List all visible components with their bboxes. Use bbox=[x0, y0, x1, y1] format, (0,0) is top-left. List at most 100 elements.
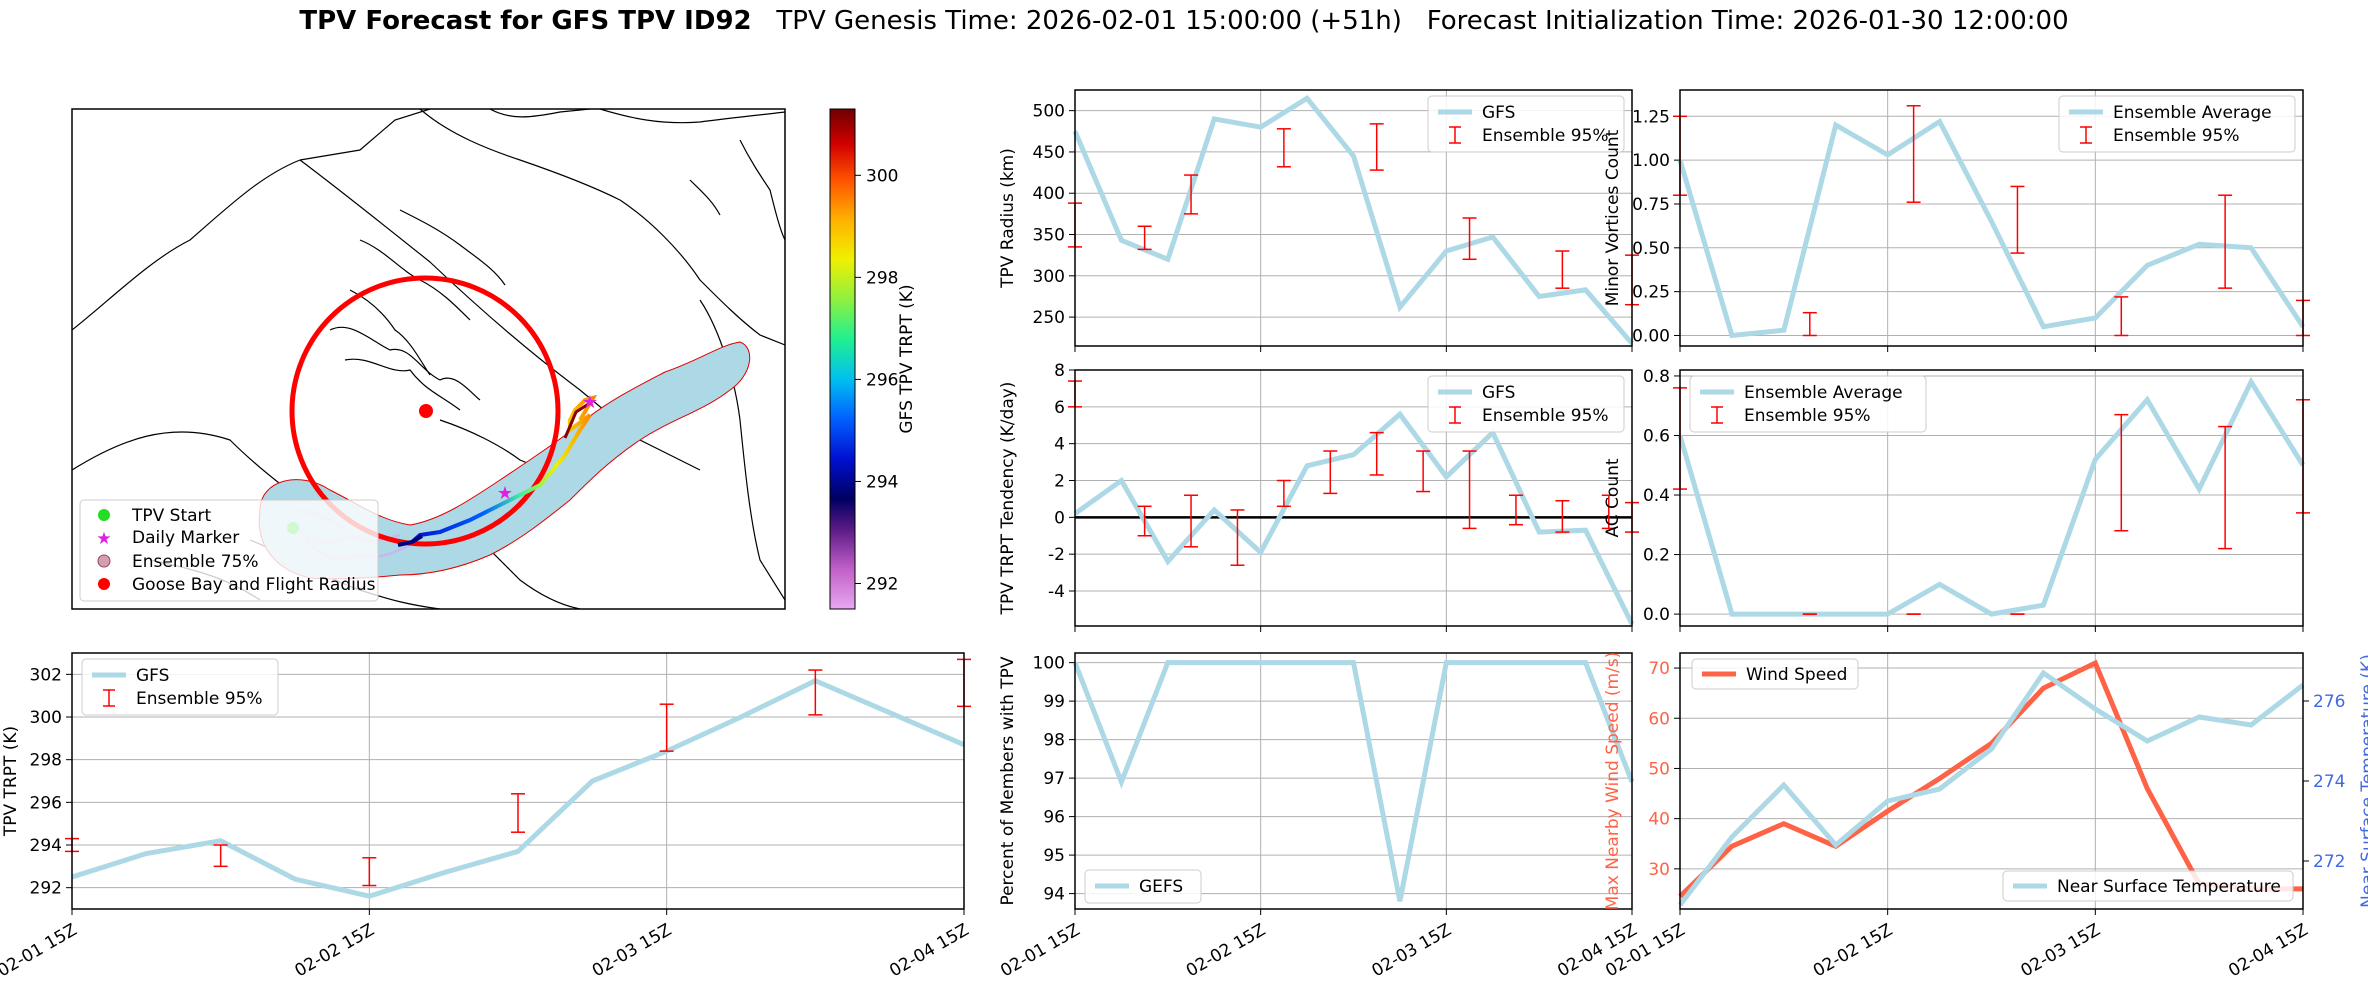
y-tick-label: 40 bbox=[1648, 810, 1670, 830]
plot-area bbox=[1680, 653, 2303, 909]
error-bar bbox=[1137, 225, 1152, 251]
x-tick-label: 02-03 15Z bbox=[1369, 920, 1455, 981]
x-tick-label: 02-02 15Z bbox=[292, 920, 378, 981]
y-axis-label: AC Count bbox=[1603, 458, 1623, 537]
colorbar: 292 294 296 298 300 GFS TPV TRPT (K) bbox=[829, 108, 917, 610]
legend-label: Wind Speed bbox=[1746, 665, 1847, 685]
legend-label: Ensemble Average bbox=[1744, 383, 1903, 403]
y-tick-label: 250 bbox=[1033, 308, 1065, 328]
error-bar bbox=[2218, 425, 2233, 550]
daily-marker: ★ bbox=[582, 392, 598, 413]
error-bar bbox=[1369, 123, 1384, 171]
y-tick-label: 350 bbox=[1033, 226, 1065, 246]
x-tick-label: 02-02 15Z bbox=[1183, 920, 1269, 981]
legend-label: Ensemble 95% bbox=[1482, 126, 1609, 146]
y-tick-label: 500 bbox=[1033, 102, 1065, 122]
series-near-surface-temperature bbox=[1678, 669, 2305, 907]
ensemble-75-swath bbox=[258, 341, 751, 580]
colorbar-gradient bbox=[829, 108, 856, 610]
y-tick-label: 292 bbox=[30, 879, 62, 899]
tpv-track-start bbox=[397, 534, 424, 547]
plot-area bbox=[1075, 653, 1632, 909]
y2-axis-label: Near Surface Temperature (K) bbox=[2358, 654, 2368, 908]
y-axis-label: TPV TRPT Tendency (K/day) bbox=[998, 382, 1018, 616]
title-init: Forecast Initialization Time: 2026-01-30… bbox=[1426, 6, 2069, 36]
y-tick-label: 294 bbox=[30, 836, 62, 856]
y-tick-label: 300 bbox=[30, 708, 62, 728]
daily-marker: ★ bbox=[497, 483, 513, 504]
axes-frame bbox=[1679, 369, 2304, 627]
y-tick-label: -4 bbox=[1048, 582, 1065, 602]
error-bar bbox=[1601, 494, 1616, 530]
y-tick-label: 99 bbox=[1043, 692, 1065, 712]
legend-errorbar-swatch bbox=[103, 689, 115, 707]
y-tick-label: 4 bbox=[1054, 435, 1065, 455]
error-bar bbox=[1184, 174, 1199, 215]
legend-label: GFS bbox=[1482, 383, 1515, 403]
x-tick-label: 02-04 15Z bbox=[2225, 920, 2311, 981]
y2-tick-label: 274 bbox=[2313, 772, 2345, 792]
map-panel: ★ ★ ★ TPV Start Daily Marker Ensemble 75… bbox=[71, 108, 786, 610]
legend-errorbar-swatch bbox=[1449, 126, 1461, 144]
y-axis-label: TPV Radius (km) bbox=[998, 148, 1018, 289]
series-gefs bbox=[1072, 660, 1635, 902]
y2-tick-label: 276 bbox=[2313, 692, 2345, 712]
chart-minor: 0.00 0.25 0.50 0.75 1.00 1.25 Ensemble Average… bbox=[1603, 89, 2310, 352]
legend-label: Ensemble Average bbox=[2113, 103, 2272, 123]
y2-tick-label: 272 bbox=[2313, 852, 2345, 872]
legend-box bbox=[2002, 870, 2294, 902]
axes-frame bbox=[1074, 89, 1633, 347]
colorbar-tick-label: 298 bbox=[866, 268, 898, 288]
y-tick-label: 2 bbox=[1054, 472, 1065, 492]
error-bar bbox=[2010, 185, 2025, 254]
y-tick-label: 450 bbox=[1033, 143, 1065, 163]
series-gfs bbox=[1072, 94, 1634, 346]
y-tick-label: 0.00 bbox=[1632, 326, 1670, 346]
series-ensemble-average bbox=[1677, 117, 2306, 339]
y-tick-label: 95 bbox=[1043, 846, 1065, 866]
error-bar bbox=[808, 669, 823, 716]
colorbar-tick-label: 296 bbox=[866, 370, 898, 390]
y-axis-label: Percent of Members with TPV bbox=[998, 656, 1018, 905]
y-tick-label: 97 bbox=[1043, 769, 1065, 789]
x-tick-label: 02-03 15Z bbox=[589, 920, 675, 981]
x-tick-label: 02-01 15Z bbox=[997, 920, 1083, 981]
chart-ac: 0.0 0.2 0.4 0.6 0.8 Ensemble Average Ensemble … bbox=[1603, 367, 2310, 632]
y-tick-label: 6 bbox=[1054, 398, 1065, 418]
error-bar bbox=[1276, 479, 1291, 508]
error-bar bbox=[1462, 217, 1477, 261]
colorbar-tick-label: 294 bbox=[866, 472, 898, 492]
y-tick-label: 0.6 bbox=[1643, 426, 1670, 446]
y-tick-label: 300 bbox=[1033, 267, 1065, 287]
error-bar bbox=[1906, 105, 1921, 203]
y-tick-label: 30 bbox=[1648, 860, 1670, 880]
y-tick-label: 1.25 bbox=[1632, 107, 1670, 127]
legend-box bbox=[1689, 375, 1927, 433]
legend-label: Ensemble 95% bbox=[2113, 126, 2240, 146]
chart-percent: 94 95 96 97 98 99 100 02-01 15Z 02-02 15Z 02-03 1… bbox=[997, 652, 1641, 981]
legend-label: Ensemble 95% bbox=[136, 689, 263, 709]
y-tick-label: 94 bbox=[1043, 885, 1065, 905]
legend-label: Ensemble 95% bbox=[1482, 406, 1609, 426]
legend-label: Daily Marker bbox=[132, 528, 239, 548]
y-tick-label: 1.00 bbox=[1632, 151, 1670, 171]
axes-frame bbox=[1679, 652, 2304, 910]
map-legend: ★ TPV Start Daily Marker Ensemble 75% Go… bbox=[79, 499, 379, 602]
legend-goose-bay-icon bbox=[98, 578, 110, 590]
title-genesis: TPV Genesis Time: 2026-02-01 15:00:00 (+… bbox=[776, 6, 1402, 36]
axes-frame bbox=[1679, 89, 2304, 347]
y-tick-label: 60 bbox=[1648, 709, 1670, 729]
legend-ensemble-icon bbox=[97, 554, 111, 568]
y-tick-label: 0.50 bbox=[1632, 239, 1670, 259]
series-ensemble-average bbox=[1677, 376, 2306, 617]
y-tick-label: 0.4 bbox=[1643, 486, 1670, 506]
error-bar bbox=[1555, 500, 1570, 533]
y-tick-label: 400 bbox=[1033, 184, 1065, 204]
legend-label: TPV Start bbox=[131, 506, 212, 526]
goose-bay-flight-radius bbox=[289, 275, 561, 547]
error-bar bbox=[1276, 128, 1291, 168]
tpv-track bbox=[410, 394, 598, 544]
error-bar bbox=[2114, 296, 2129, 337]
x-tick-label: 02-03 15Z bbox=[2018, 920, 2104, 981]
